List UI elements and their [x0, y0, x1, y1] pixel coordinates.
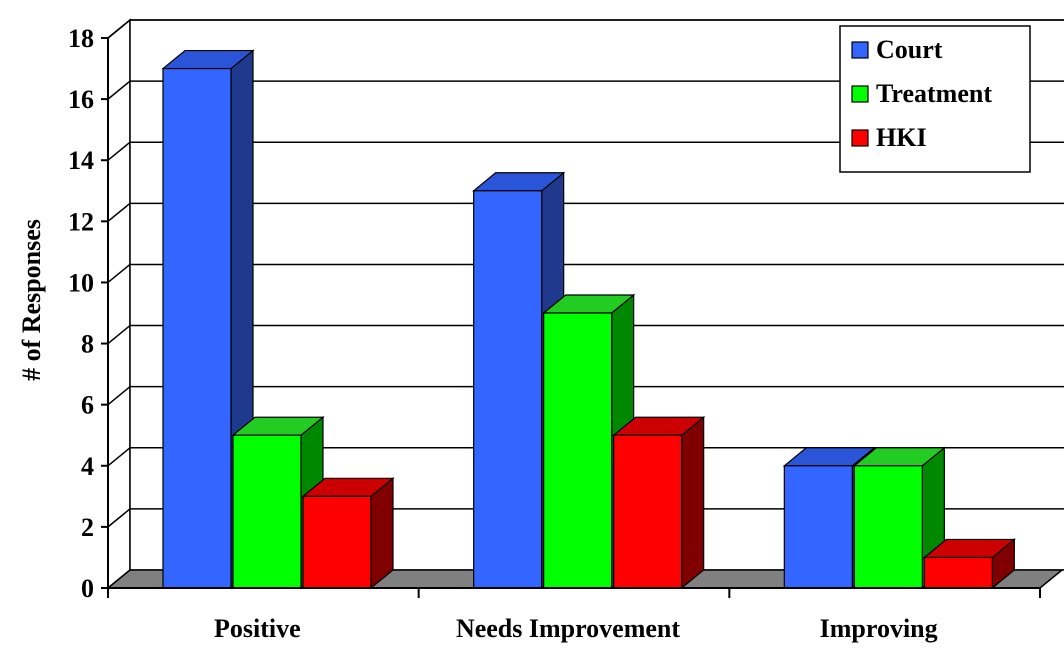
bar-hki-3 — [922, 538, 1017, 590]
gridline — [107, 508, 1064, 528]
legend-item-hki: HKI — [851, 123, 927, 152]
gridline — [107, 202, 1064, 222]
y-tick-label: 12 — [68, 207, 94, 236]
bar-front — [853, 465, 923, 589]
x-tick-label: Improving — [820, 614, 938, 643]
legend-swatch — [851, 85, 869, 103]
y-tick-label: 6 — [81, 391, 94, 420]
y-tick-label: 16 — [68, 85, 94, 114]
y-tick-label: 18 — [68, 24, 94, 53]
y-tick-label: 8 — [81, 330, 94, 359]
bar-hki-1 — [301, 477, 395, 590]
legend-label: Court — [876, 35, 943, 64]
legend-item-court: Court — [851, 35, 943, 64]
y-tick-label: 4 — [81, 452, 94, 481]
gridline — [107, 324, 1064, 345]
y-tick-label: 10 — [68, 268, 94, 297]
bar-front — [162, 67, 232, 589]
x-category-labels: Positive Needs Improvement Improving — [214, 614, 938, 643]
gridlines — [107, 19, 1064, 528]
legend-box — [839, 25, 1031, 173]
legend-label: HKI — [876, 123, 927, 152]
bar-front — [613, 434, 683, 589]
y-tick-label: 2 — [81, 513, 94, 542]
bar-front — [783, 465, 853, 589]
legend: Court Treatment HKI — [839, 25, 1031, 173]
y-tick-label: 0 — [81, 574, 94, 603]
gridline — [107, 385, 1064, 406]
gridline — [107, 80, 1064, 100]
legend-item-treatment: Treatment — [851, 79, 992, 108]
side-wall — [107, 18, 131, 590]
x-tick-label: Needs Improvement — [456, 614, 680, 643]
legend-swatch — [851, 41, 869, 59]
bars — [161, 49, 1017, 590]
gridline — [107, 141, 1064, 161]
axes — [101, 37, 1041, 598]
bar-front — [473, 190, 543, 589]
bar-court-1 — [161, 49, 255, 590]
gridline — [107, 263, 1064, 284]
y-tick-label: 14 — [68, 146, 94, 175]
legend-label: Treatment — [876, 79, 992, 108]
y-axis-title: # of Responses — [17, 219, 46, 381]
bar-front — [923, 556, 993, 589]
legend-swatch — [851, 129, 869, 147]
bar-side — [681, 415, 705, 590]
bar-side — [370, 477, 394, 590]
bar-front — [302, 495, 372, 589]
y-tick-labels: 0 2 4 6 8 10 12 14 16 18 — [68, 24, 94, 603]
bar-front — [232, 434, 302, 589]
gridline — [107, 447, 1064, 467]
x-tick-label: Positive — [214, 614, 301, 643]
bar-front — [543, 312, 613, 589]
bar-hki-2 — [611, 415, 706, 590]
gridline — [107, 19, 1064, 39]
